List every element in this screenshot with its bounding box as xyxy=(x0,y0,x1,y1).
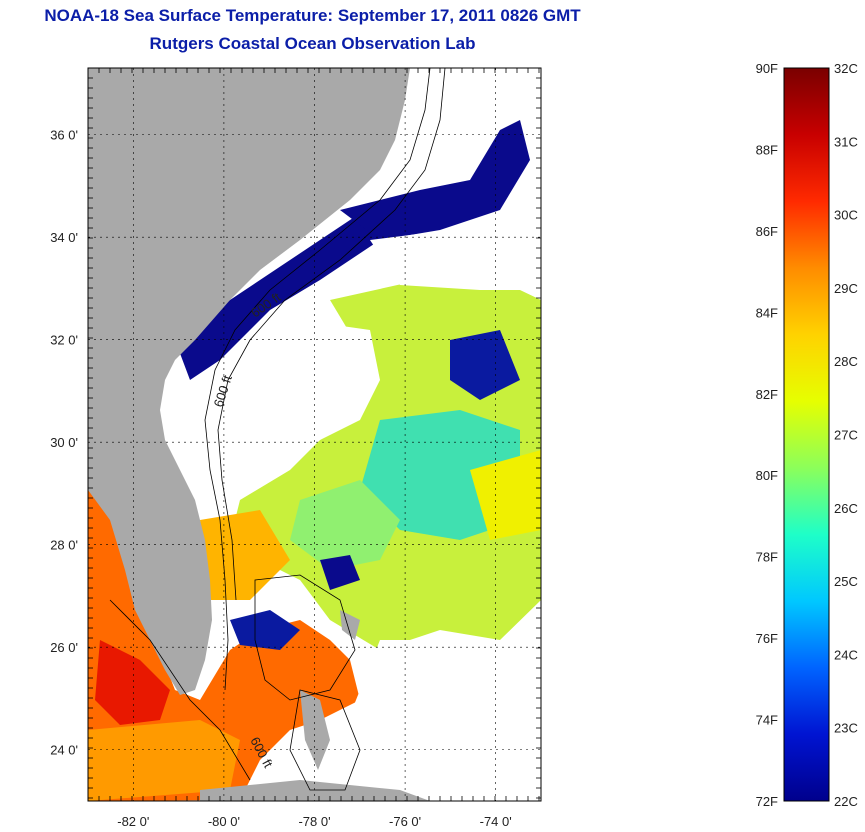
longitude-tick-label: -80 0' xyxy=(208,814,240,829)
hot-water-patch xyxy=(95,640,170,725)
longitude-tick-label: -82 0' xyxy=(117,814,149,829)
colorbar-fahrenheit-label: 90F xyxy=(756,61,778,76)
cuba-coast xyxy=(200,780,430,801)
cold-water-offshore xyxy=(450,330,520,400)
map-title: NOAA-18 Sea Surface Temperature: Septemb… xyxy=(44,6,581,25)
cold-water-north xyxy=(340,120,530,240)
colorbar-fahrenheit-label: 84F xyxy=(756,305,778,320)
warm-water-south xyxy=(88,720,240,801)
cloud-blob-1 xyxy=(210,320,380,500)
colorbar-celsius-label: 25C xyxy=(834,574,858,589)
longitude-tick-label: -74 0' xyxy=(480,814,512,829)
colorbar-celsius-label: 26C xyxy=(834,501,858,516)
latitude-tick-label: 30 0' xyxy=(50,435,78,450)
colorbar-celsius-label: 32C xyxy=(834,61,858,76)
latitude-tick-label: 32 0' xyxy=(50,333,78,348)
latitude-tick-label: 36 0' xyxy=(50,128,78,143)
colorbar-celsius-label: 31C xyxy=(834,134,858,149)
colorbar-celsius-label: 24C xyxy=(834,647,858,662)
graticule xyxy=(88,68,541,801)
colorbar-celsius-label: 30C xyxy=(834,208,858,223)
colorbar-fahrenheit-label: 88F xyxy=(756,142,778,157)
colorbar-celsius-label: 28C xyxy=(834,354,858,369)
latitude-tick-label: 34 0' xyxy=(50,230,78,245)
axis-ticks: -82 0' -80 0' -78 0' -76 0' -74 0' 36 0' 34 0'… xyxy=(50,67,541,829)
yellow-water-patch xyxy=(470,450,541,540)
green-water-patch xyxy=(290,480,400,570)
longitude-tick-label: -78 0' xyxy=(298,814,330,829)
colorbar-celsius-label: 23C xyxy=(834,721,858,736)
orange-water-patch xyxy=(200,510,290,600)
warm-water-region xyxy=(88,490,360,801)
cold-water-coastal xyxy=(175,200,400,380)
colorbar-fahrenheit-label: 80F xyxy=(756,468,778,483)
longitude-tick-label: -76 0' xyxy=(389,814,421,829)
cold-water-bahamas xyxy=(230,610,300,650)
colorbar-fahrenheit-label: 86F xyxy=(756,224,778,239)
map-subtitle: Rutgers Coastal Ocean Observation Lab xyxy=(149,34,476,53)
teal-water-patch xyxy=(360,410,520,540)
cloud-blob-2 xyxy=(370,230,541,290)
latitude-tick-label: 28 0' xyxy=(50,538,78,553)
colorbar-fahrenheit-label: 72F xyxy=(756,794,778,809)
colorbar-fahrenheit-label: 74F xyxy=(756,713,778,728)
cold-water-patch-2 xyxy=(320,555,360,590)
latitude-tick-label: 24 0' xyxy=(50,743,78,758)
colorbar-celsius-label: 29C xyxy=(834,281,858,296)
latitude-tick-label: 26 0' xyxy=(50,640,78,655)
cloud-blob-3 xyxy=(340,640,541,801)
colorbar-fahrenheit-label: 78F xyxy=(756,550,778,565)
colorbar-fahrenheit-label: 76F xyxy=(756,631,778,646)
colorbar xyxy=(783,67,830,802)
colorbar-labels: 90F 88F 86F 84F 82F 80F 78F 76F 74F 72F 32C 31C 30C 2… xyxy=(756,61,858,809)
land-mass xyxy=(88,68,410,695)
colorbar-fahrenheit-label: 82F xyxy=(756,387,778,402)
colorbar-celsius-label: 22C xyxy=(834,794,858,809)
colorbar-celsius-label: 27C xyxy=(834,428,858,443)
